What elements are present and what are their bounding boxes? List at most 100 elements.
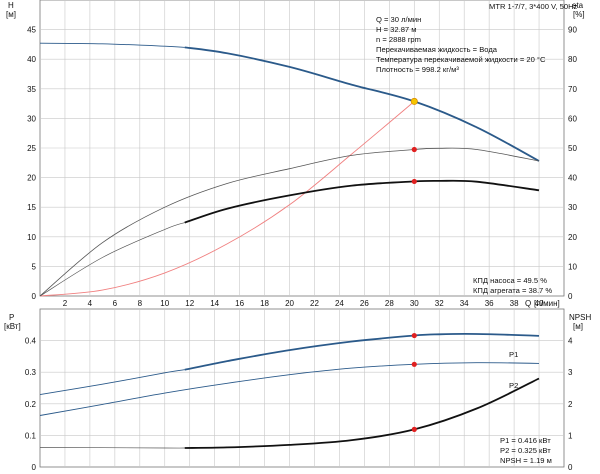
left-tick-label: 10 — [27, 233, 36, 242]
right-tick-label: 3 — [568, 368, 573, 377]
x-tick-label: 20 — [285, 299, 294, 308]
x-tick-label: 36 — [485, 299, 494, 308]
x-tick-label: 26 — [360, 299, 369, 308]
bottom-right-axis-label: NPSH — [569, 313, 591, 322]
left-tick-label: 5 — [32, 262, 37, 271]
x-tick-label: 14 — [210, 299, 219, 308]
left-tick-label: 20 — [27, 174, 36, 183]
right-tick-label: 40 — [568, 174, 577, 183]
x-tick-label: 38 — [510, 299, 519, 308]
system_curve-curve — [39, 101, 415, 297]
info-line: Температура перекачиваемой жидкости = 20… — [376, 55, 546, 64]
unit-efficiency-text: КПД агрегата = 38.7 % — [473, 286, 552, 295]
x-axis-unit: [л/мин] — [534, 299, 560, 308]
x-tick-label: 4 — [88, 299, 93, 308]
right-tick-label: 1 — [568, 431, 573, 440]
left-tick-label: 0.4 — [25, 337, 37, 346]
npsh-curve — [184, 377, 540, 449]
left-tick-label: 35 — [27, 85, 36, 94]
left-tick-label: 40 — [27, 55, 36, 64]
p1-text: P1 = 0.416 кВт — [500, 436, 551, 445]
info-line: Перекачиваемая жидкость = Вода — [376, 45, 498, 54]
head_curve-curve-thin — [39, 42, 185, 48]
duty-point-marker — [411, 361, 417, 367]
left-tick-label: 25 — [27, 144, 36, 153]
duty-point-marker — [411, 178, 417, 185]
right-tick-label: 80 — [568, 55, 577, 64]
unit_eff-curve — [184, 179, 540, 224]
top-grid — [40, 0, 564, 296]
p2-text: P2 = 0.325 кВт — [500, 446, 551, 455]
x-tick-label: 22 — [310, 299, 319, 308]
p1-series-label: P1 — [509, 350, 518, 359]
p2-curve — [39, 362, 540, 416]
x-tick-label: 6 — [113, 299, 118, 308]
duty-point-marker — [411, 332, 417, 339]
npsh-curve-thin — [39, 447, 185, 449]
npsh-text: NPSH = 1.19 м — [500, 456, 552, 465]
left-tick-label: 0 — [32, 463, 37, 472]
right-tick-label: 70 — [568, 85, 577, 94]
bottom-right-axis-unit: [м] — [573, 322, 583, 331]
top-left-axis-unit: [м] — [6, 10, 16, 19]
left-tick-label: 0 — [32, 292, 37, 301]
p1-curve-thin — [39, 369, 185, 396]
power-info: P1 = 0.416 кВт P2 = 0.325 кВт NPSH = 1.1… — [500, 436, 552, 465]
pump_eff-curve — [39, 147, 540, 297]
left-tick-label: 0.1 — [25, 431, 37, 440]
operating-info: Q = 30 л/мин H = 32.87 м n = 2888 rpm Пе… — [376, 15, 546, 74]
top-right-axis-unit: [%] — [573, 10, 585, 19]
top-left-axis-label: H — [8, 1, 14, 10]
x-tick-label: 18 — [260, 299, 269, 308]
right-tick-label: 10 — [568, 262, 577, 271]
right-tick-label: 20 — [568, 233, 577, 242]
x-tick-label: 16 — [235, 299, 244, 308]
bottom-grid — [40, 309, 564, 467]
head_curve-curve — [184, 46, 540, 162]
bottom-plot-frame — [39, 308, 565, 468]
pump-efficiency-text: КПД насоса = 49.5 % — [473, 276, 547, 285]
x-tick-label: 24 — [335, 299, 344, 308]
left-tick-label: 30 — [27, 114, 36, 123]
duty-point-marker — [411, 146, 417, 153]
curves — [39, 42, 540, 449]
bottom-left-axis-unit: [кВт] — [4, 322, 21, 331]
info-line: n = 2888 rpm — [376, 35, 421, 44]
left-tick-label: 15 — [27, 203, 36, 212]
x-tick-label: 34 — [460, 299, 469, 308]
right-tick-label: 90 — [568, 26, 577, 35]
left-tick-label: 45 — [27, 26, 36, 35]
p1-curve — [184, 332, 540, 371]
info-line: Q = 30 л/мин — [376, 15, 421, 24]
right-tick-label: 2 — [568, 400, 573, 409]
info-line: H = 32.87 м — [376, 25, 416, 34]
x-tick-label: 28 — [385, 299, 394, 308]
x-tick-label: 12 — [185, 299, 194, 308]
right-tick-label: 50 — [568, 144, 577, 153]
operating-point-marker — [410, 97, 418, 105]
efficiency-info: КПД насоса = 49.5 % КПД агрегата = 38.7 … — [473, 276, 552, 295]
bottom-left-axis-label: P — [9, 313, 14, 322]
unit_eff-curve-thin — [39, 222, 185, 297]
tick-labels: 0 0 5 10 10 20 15 30 20 40 25 50 30 60 35 70 40 80 45 90 0 0 0… — [25, 26, 578, 472]
info-line: Плотность = 998.2 кг/м³ — [376, 65, 459, 74]
right-tick-label: 30 — [568, 203, 577, 212]
x-tick-label: 40 — [535, 299, 544, 308]
left-tick-label: 0.2 — [25, 400, 37, 409]
x-tick-label: 30 — [410, 299, 419, 308]
left-tick-label: 0.3 — [25, 368, 37, 377]
right-tick-label: 4 — [568, 337, 573, 346]
right-tick-label: 60 — [568, 114, 577, 123]
pump-model-label: MTR 1-7/7, 3*400 V, 50Hz — [489, 2, 578, 11]
x-tick-label: 2 — [63, 299, 68, 308]
markers — [410, 97, 418, 432]
x-axis-label: Q — [525, 299, 531, 308]
right-tick-label: 0 — [568, 292, 573, 301]
x-tick-label: 10 — [160, 299, 169, 308]
x-tick-label: 8 — [138, 299, 143, 308]
duty-point-marker — [411, 426, 417, 432]
x-tick-label: 32 — [435, 299, 444, 308]
top-right-axis-label: eta — [572, 1, 584, 10]
p2-series-label: P2 — [509, 381, 518, 390]
